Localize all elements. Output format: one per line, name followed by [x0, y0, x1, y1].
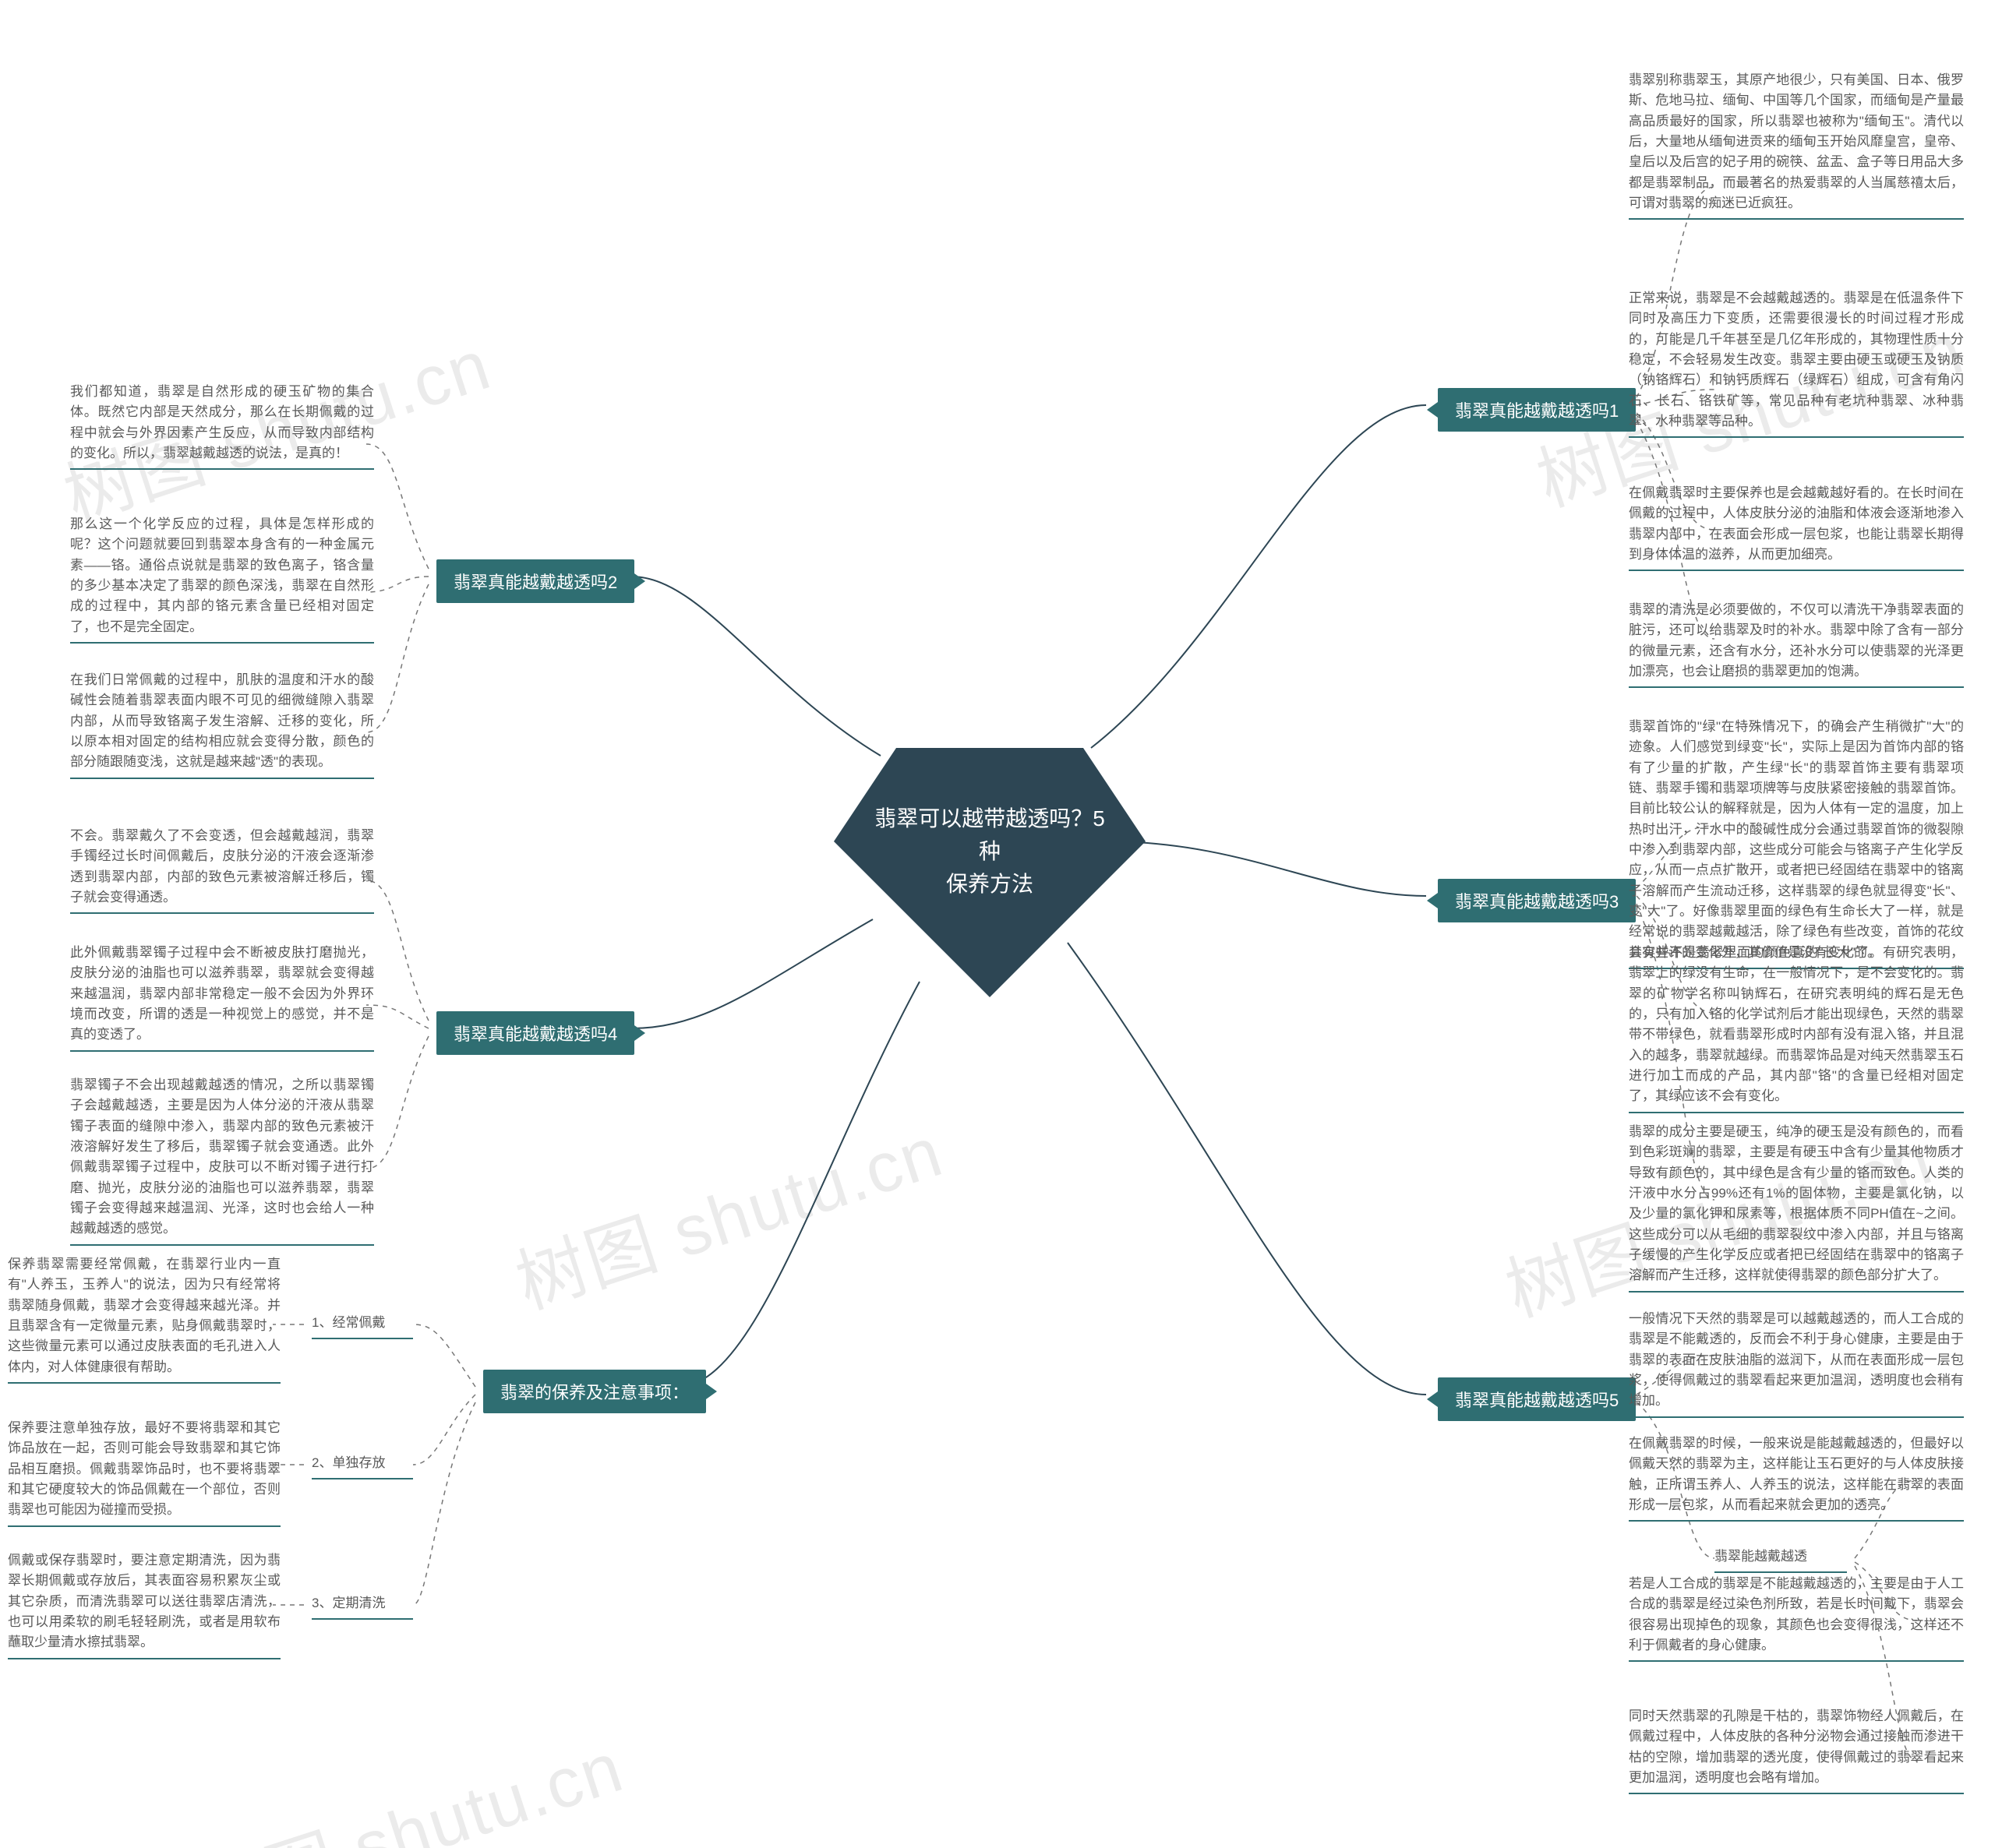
leaf-care-3: 佩戴或保存翡翠时，要注意定期清洗，因为翡翠长期佩戴或存放后，其表面容易积累灰尘或… — [8, 1550, 281, 1659]
leaf-b5-2b: 若是人工合成的翡翠是不能越戴越透的，主要是由于人工合成的翡翠是经过染色剂所致，若… — [1629, 1574, 1964, 1662]
branch-care[interactable]: 翡翠的保养及注意事项： — [483, 1370, 706, 1413]
leaf-b3-1: 翡翠首饰的"绿"在特殊情况下，的确会产生稍微扩"大"的迹象。人们感觉到绿变"长"… — [1629, 717, 1964, 969]
center-node: 翡翠可以越带越透吗？5种 保养方法 — [826, 678, 1153, 1005]
leaf-b4-3: 翡翠镯子不会出现越戴越透的情况，之所以翡翠镯子会越戴越透，主要是因为人体分泌的汗… — [70, 1075, 374, 1246]
leaf-b2-3: 在我们日常佩戴的过程中，肌肤的温度和汗水的酸碱性会随着翡翠表面内眼不可见的细微缝… — [70, 670, 374, 779]
leaf-b1-2: 正常来说，翡翠是不会越戴越透的。翡翠是在低温条件下同时及高压力下变质，还需要很漫… — [1629, 288, 1964, 438]
center-title-line1: 翡翠可以越带越透吗？5种 — [874, 806, 1105, 863]
watermark: 树图 shutu.cn — [502, 1095, 954, 1328]
leaf-b2-2: 那么这一个化学反应的过程，具体是怎样形成的呢？这个问题就要回到翡翠本身含有的一种… — [70, 514, 374, 644]
center-title-line2: 保养方法 — [946, 872, 1033, 896]
leaf-care-1: 保养翡翠需要经常佩戴，在翡翠行业内一直有"人养玉，玉养人"的说法，因为只有经常将… — [8, 1254, 281, 1384]
branch-2[interactable]: 翡翠真能越戴越透吗2 — [436, 559, 634, 603]
leaf-b3-3: 翡翠的成分主要是硬玉，纯净的硬玉是没有颜色的，而看到色彩斑斓的翡翠，主要是有硬玉… — [1629, 1122, 1964, 1293]
care-label-2: 2、单独存放 — [312, 1453, 413, 1479]
center-title: 翡翠可以越带越透吗？5种 保养方法 — [826, 802, 1153, 901]
leaf-b5-1: 一般情况下天然的翡翠是可以越戴越透的，而人工合成的翡翠是不能戴透的，反而会不利于… — [1629, 1309, 1964, 1418]
leaf-b4-2: 此外佩戴翡翠镯子过程中会不断被皮肤打磨抛光，皮肤分泌的油脂也可以滋养翡翠，翡翠就… — [70, 943, 374, 1052]
care-label-1: 1、经常佩戴 — [312, 1313, 413, 1339]
leaf-b3-2: 其实并不是翡翠里面的颜色真的"长大"了。有研究表明，翡翠上的绿没有生命，在一般情… — [1629, 943, 1964, 1113]
leaf-b5-2c: 同时天然翡翠的孔隙是干枯的，翡翠饰物经人佩戴后，在佩戴过程中，人体皮肤的各种分泌… — [1629, 1706, 1964, 1794]
watermark: 树图 shutu.cn — [182, 1711, 634, 1848]
leaf-b1-3: 在佩戴翡翠时主要保养也是会越戴越好看的。在长时间在佩戴的过程中，人体皮肤分泌的油… — [1629, 483, 1964, 571]
leaf-b5-2-label: 翡翠能越戴越透 — [1714, 1546, 1847, 1573]
leaf-b5-2a: 在佩戴翡翠的时候，一般来说是能越戴越透的，但最好以佩戴天然的翡翠为主，这样能让玉… — [1629, 1434, 1964, 1522]
branch-5[interactable]: 翡翠真能越戴越透吗5 — [1438, 1377, 1636, 1421]
care-label-3: 3、定期清洗 — [312, 1593, 413, 1620]
branch-3[interactable]: 翡翠真能越戴越透吗3 — [1438, 879, 1636, 922]
leaf-b2-1: 我们都知道，翡翠是自然形成的硬玉矿物的集合体。既然它内部是天然成分，那么在长期佩… — [70, 382, 374, 470]
branch-4[interactable]: 翡翠真能越戴越透吗4 — [436, 1011, 634, 1055]
leaf-care-2: 保养要注意单独存放，最好不要将翡翠和其它饰品放在一起，否则可能会导致翡翠和其它饰… — [8, 1418, 281, 1527]
leaf-b4-1: 不会。翡翠戴久了不会变透，但会越戴越润，翡翠手镯经过长时间佩戴后，皮肤分泌的汗液… — [70, 826, 374, 914]
leaf-b1-4: 翡翠的清洗是必须要做的，不仅可以清洗干净翡翠表面的脏污，还可以给翡翠及时的补水。… — [1629, 600, 1964, 688]
branch-1[interactable]: 翡翠真能越戴越透吗1 — [1438, 388, 1636, 432]
leaf-b1-1: 翡翠别称翡翠玉，其原产地很少，只有美国、日本、俄罗斯、危地马拉、缅甸、中国等几个… — [1629, 70, 1964, 220]
